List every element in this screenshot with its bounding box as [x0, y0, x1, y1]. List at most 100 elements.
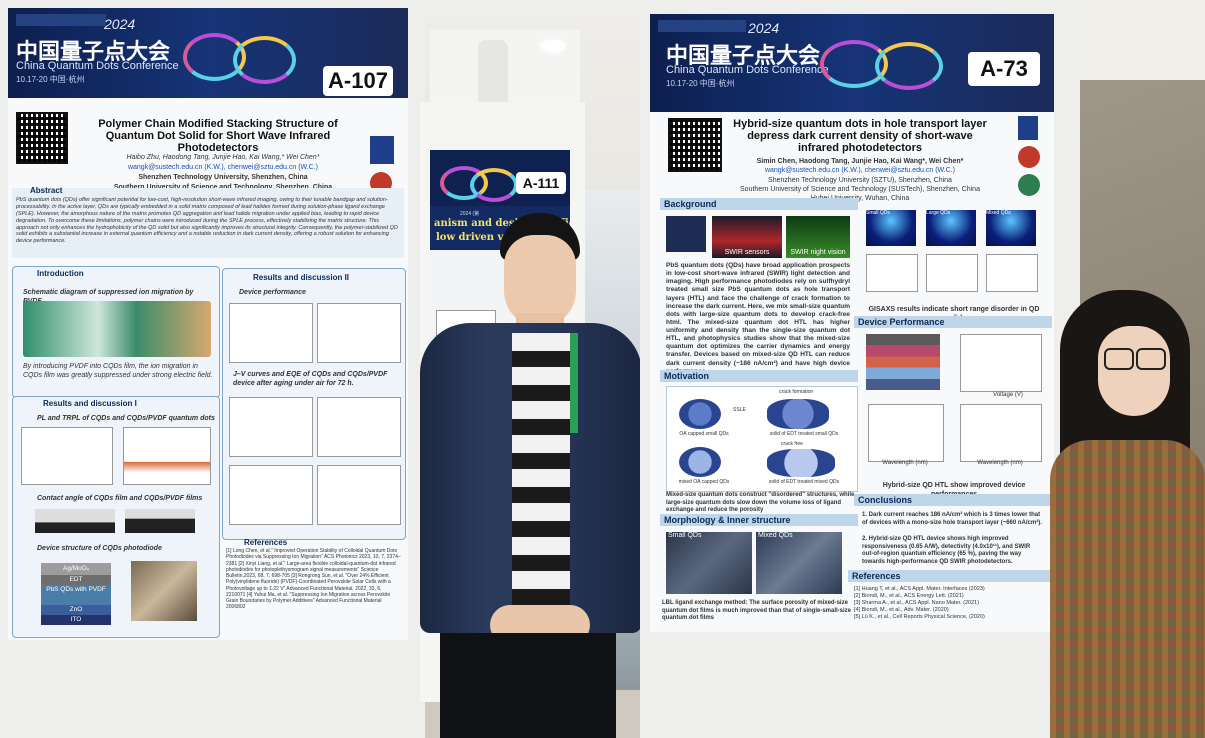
infinity-logo-icon [233, 36, 296, 84]
gisaxs-profile-plot [926, 254, 978, 292]
poster-a73: 2024 中国量子点大会 China Quantum Dots Conferen… [650, 14, 1054, 632]
conference-date: 10.17-20 中国·杭州 [666, 79, 735, 88]
sem-image-mixed: Mixed QDs [756, 532, 842, 594]
image-caption: SWIR sensors [724, 249, 770, 256]
results-1-box: Results and discussion I PL and TRPL of … [12, 396, 220, 638]
poster-authors: Simin Chen, Haodong Tang, Junjie Hao, Ka… [756, 158, 964, 165]
infinity-logo-icon [470, 168, 518, 202]
eqe-plot [868, 404, 944, 462]
sponsor-logos [658, 20, 746, 32]
conference-date: 10.17-20 中国·杭州 [16, 75, 85, 84]
contact-angle-image [125, 509, 195, 533]
aging-jv-plot [229, 397, 313, 457]
detectivity-plot [960, 404, 1042, 462]
chip-image [666, 216, 706, 252]
section-heading: Conclusions [854, 494, 1052, 506]
poster-title-fragment: anism and design of efficie [434, 218, 570, 229]
ion-migration-diagram [23, 301, 211, 357]
conclusion-item: 2. Hybrid-size QD HTL device shows high … [862, 536, 1031, 565]
map-label: Large QDs [926, 210, 951, 216]
diagram-label: OA capped small QDs [679, 431, 729, 437]
reference-item: [5] Lü K., et al., Cell Reports Physical… [854, 613, 985, 620]
section-heading: Device Performance [854, 316, 1052, 328]
affiliation: Southern University of Science and Techn… [98, 184, 348, 193]
conference-title-cn: 中国量子点大会 [666, 44, 821, 69]
stack-layer: PbS QDs with PVDF [41, 585, 111, 605]
intro-text: By introducing PVDF into CQDs film, the … [23, 363, 213, 379]
face [504, 235, 576, 327]
plaid-shirt [1050, 440, 1205, 738]
motivation-diagram: OA capped small QDs SSLE crack formation… [666, 386, 858, 492]
qr-code [668, 118, 722, 172]
references-list: [1] Huang T, et al., ACS Appl. Mater. In… [854, 586, 1044, 620]
subheading: PL and TRPL of CQDs and CQDs/PVDF quantu… [37, 415, 215, 422]
infinity-logo-icon [875, 42, 943, 90]
poster-title: Polymer Chain Modified Stacking Structur… [98, 118, 338, 154]
university-shield-icon [1018, 116, 1038, 140]
image-caption: SWIR night vision [790, 249, 846, 256]
results-2-box: Results and discussion II Device perform… [222, 268, 406, 540]
striped-shirt [512, 333, 570, 623]
affiliation: Shenzhen Technology University (SZTU), S… [768, 177, 952, 184]
qd-cluster-icon [679, 447, 721, 477]
gisaxs-figures: Small QDs Large QDs Mixed QDs [862, 210, 1046, 306]
subheading: Device structure of CQDs photodiode [37, 545, 162, 552]
board-number-badge: A-107 [323, 66, 393, 96]
diagram-label: mixed OA capped QDs [678, 479, 730, 485]
glasses-icon [1104, 348, 1134, 370]
section-heading: References [244, 538, 288, 547]
section-heading: Results and discussion II [253, 273, 350, 282]
section-heading: Morphology & Inner structure [660, 514, 858, 526]
stack-layer: EDT [41, 575, 111, 585]
section-heading: Introduction [37, 269, 84, 278]
poster-emails: wangk@sustech.edu.cn (K.W.), chenwei@szt… [764, 167, 956, 174]
motivation-text: Mixed-size quantum dots construct "disor… [666, 492, 855, 513]
reference-item: [3] Sharma A., et al., ACS Appl. Nano Ma… [854, 599, 980, 606]
person-woman [1050, 290, 1205, 738]
section-heading: Motivation [660, 370, 858, 382]
contact-angle-image [35, 509, 115, 533]
device-structure-diagram [866, 334, 940, 390]
affiliation: Southern University of Science and Techn… [740, 186, 980, 193]
diagram-label: crack free [781, 441, 803, 447]
stack-layer: Ag/MoOₓ [41, 563, 111, 575]
gisaxs-profile-plot [866, 254, 918, 292]
diagram-label: SSLE [733, 407, 746, 413]
conference-banner: 2024 中国量子点大会 China Quantum Dots Conferen… [650, 14, 1054, 112]
reference-item: [1] Huang T, et al., ACS Appl. Mater. In… [854, 586, 985, 592]
gisaxs-map: Large QDs [926, 210, 976, 246]
diagram-label: crack formation [779, 389, 814, 395]
jv-curve-plot [960, 334, 1042, 392]
lanyard [570, 333, 578, 433]
swir-night-vision-image: SWIR night vision [786, 216, 850, 258]
subheading: Device performance [239, 289, 306, 296]
university-seal-icon [1018, 174, 1040, 196]
jv-curve-plot [229, 303, 313, 363]
reference-item: [2] Biondi, M., et al., ACS Energy Lett.… [854, 592, 964, 599]
gisaxs-map: Small QDs [866, 210, 916, 246]
conference-title-en: China Quantum Dots Conference [16, 60, 179, 72]
map-label: Mixed QDs [986, 210, 1011, 216]
axis-label: Wavelength (nm) [977, 460, 1023, 466]
university-shield-icon [370, 136, 394, 164]
eqe-plot [317, 303, 401, 363]
references-box: References [1] Long Chen, et al." Improv… [222, 538, 404, 636]
ceiling-light-icon [540, 40, 566, 52]
abstract-text: PbS quantum dots (QDs) offer significant… [16, 197, 398, 245]
board-number-badge: A-111 [516, 172, 566, 194]
image-label: Small QDs [668, 532, 702, 539]
section-heading: Background [660, 198, 858, 210]
person-man [420, 205, 645, 738]
trpl-plot [123, 427, 211, 485]
ceiling-right [1075, 0, 1205, 80]
section-heading: References [848, 570, 1052, 582]
qd-solid-icon [767, 449, 835, 477]
board-number-badge: A-73 [968, 52, 1040, 86]
section-heading: Results and discussion I [43, 399, 137, 408]
conclusion-text: Hybrid-size QD HTL device shows high imp… [862, 536, 1031, 565]
subheading: Contact angle of CQDs film and CQDs/PVDF… [37, 495, 203, 502]
conference-banner: 2024 中国量子点大会 China Quantum Dots Conferen… [8, 8, 408, 98]
reference-item: [4] Biondi, M., et al., Adv. Mater. (202… [854, 606, 949, 613]
sem-image-small: Small QDs [666, 532, 752, 594]
qd-cluster-icon [679, 399, 721, 429]
